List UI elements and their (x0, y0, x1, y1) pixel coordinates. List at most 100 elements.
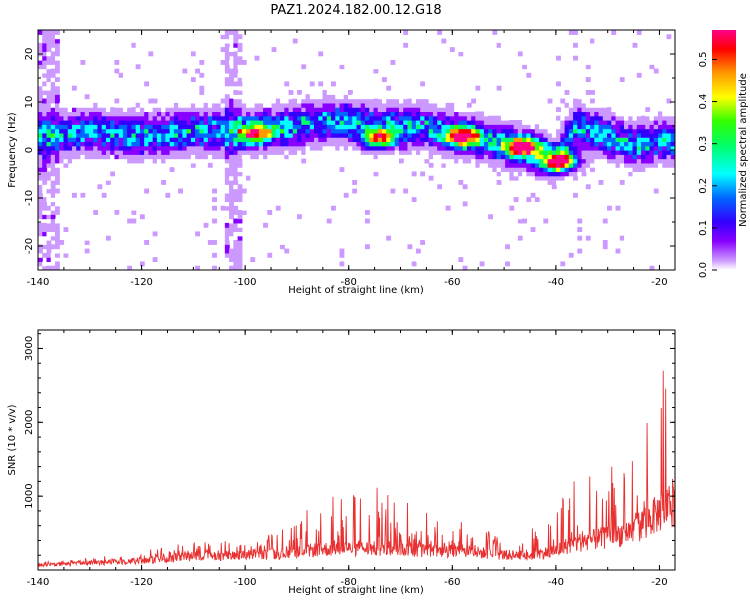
heatmap-cell (615, 137, 621, 143)
heatmap-cell (573, 162, 578, 168)
heatmap-cell (428, 150, 434, 155)
heatmap-cell (492, 154, 498, 160)
heatmap-cell (224, 180, 230, 185)
heatmap-cell (263, 128, 268, 134)
heatmap-cell (458, 137, 464, 143)
heatmap-cell (46, 38, 52, 44)
heatmap-cell (195, 102, 200, 108)
heatmap-cell (505, 128, 510, 134)
heatmap-cell (314, 111, 319, 117)
heatmap-cell (250, 111, 256, 117)
heatmap-cell (220, 115, 226, 121)
heatmap-cell (551, 171, 557, 177)
heatmap-cell (585, 98, 591, 104)
x-tick-label: -120 (130, 577, 153, 588)
heatmap-cell (394, 107, 400, 113)
heatmap-cell (233, 240, 239, 245)
heatmap-cell (343, 111, 349, 117)
heatmap-cell (203, 192, 209, 198)
heatmap-cell (624, 167, 629, 173)
heatmap-cell (173, 158, 179, 164)
heatmap-cell (38, 244, 43, 250)
heatmap-cell (131, 154, 137, 160)
heatmap-cell (50, 150, 56, 155)
heatmap-cell (148, 158, 154, 164)
heatmap-cell (67, 158, 73, 164)
heatmap-cell (670, 115, 675, 121)
heatmap-cell (186, 244, 192, 250)
heatmap-cell (581, 150, 587, 155)
heatmap-cell (148, 51, 154, 57)
heatmap-cell (556, 128, 561, 134)
heatmap-cell (449, 132, 455, 138)
heatmap-cell (326, 218, 332, 224)
heatmap-cell (666, 162, 672, 168)
heatmap-cell (127, 107, 133, 113)
heatmap-cell (509, 137, 515, 143)
heatmap-cell (441, 38, 447, 44)
heatmap-cell (445, 141, 451, 147)
x-tick-label: -60 (444, 577, 460, 588)
heatmap-cell (475, 38, 481, 44)
heatmap-cell (488, 154, 493, 160)
heatmap-cell (309, 115, 315, 121)
heatmap-cell (547, 145, 553, 151)
heatmap-cell (662, 68, 668, 74)
heatmap-cell (475, 85, 481, 91)
heatmap-cell (229, 124, 234, 130)
heatmap-cell (54, 218, 60, 224)
heatmap-cell (585, 158, 591, 164)
heatmap-cell (199, 137, 205, 143)
heatmap-cell (386, 102, 392, 108)
heatmap-cell (483, 137, 489, 143)
heatmap-cell (615, 141, 621, 147)
heatmap-cell (360, 248, 366, 254)
heatmap-cell (424, 141, 430, 147)
heatmap-cell (624, 244, 629, 250)
heatmap-cell (331, 115, 336, 121)
heatmap-cell (190, 107, 196, 113)
heatmap-cell (585, 150, 591, 155)
heatmap-cell (152, 107, 158, 113)
heatmap-cell (322, 98, 328, 104)
heatmap-cell (564, 115, 570, 121)
heatmap-cell (275, 111, 281, 117)
heatmap-cell (568, 111, 574, 117)
heatmap-cell (76, 137, 82, 143)
heatmap-cell (658, 162, 663, 168)
heatmap-cell (658, 137, 663, 143)
heatmap-cell (80, 192, 86, 198)
heatmap-cell (462, 201, 468, 207)
heatmap-cell (348, 120, 353, 125)
heatmap-cell (615, 132, 621, 138)
heatmap-cell (394, 150, 400, 155)
heatmap-cell (84, 128, 90, 134)
heatmap-cell (564, 137, 570, 143)
heatmap-cell (190, 124, 196, 130)
heatmap-cell (488, 47, 493, 53)
heatmap-cell (534, 162, 540, 168)
heatmap-cell (144, 102, 150, 108)
heatmap-cell (144, 145, 150, 151)
heatmap-cell (169, 132, 175, 138)
heatmap-cell (632, 124, 638, 130)
heatmap-cell (182, 128, 188, 134)
heatmap-cell (76, 150, 82, 155)
heatmap-cell (339, 128, 345, 134)
heatmap-cell (390, 111, 396, 117)
heatmap-cell (666, 132, 672, 138)
heatmap-cell (420, 150, 426, 155)
heatmap-cell (441, 102, 447, 108)
heatmap-cell (224, 102, 230, 108)
heatmap-cell (624, 120, 629, 125)
heatmap-cell (114, 137, 120, 143)
heatmap-cell (38, 188, 43, 194)
heatmap-cell (343, 145, 349, 151)
heatmap-cell (632, 167, 638, 173)
heatmap-cell (339, 137, 345, 143)
heatmap-cell (229, 85, 234, 91)
heatmap-cell (131, 205, 137, 211)
heatmap-cell (224, 222, 230, 228)
heatmap-cell (186, 132, 192, 138)
heatmap-cell (547, 137, 553, 143)
